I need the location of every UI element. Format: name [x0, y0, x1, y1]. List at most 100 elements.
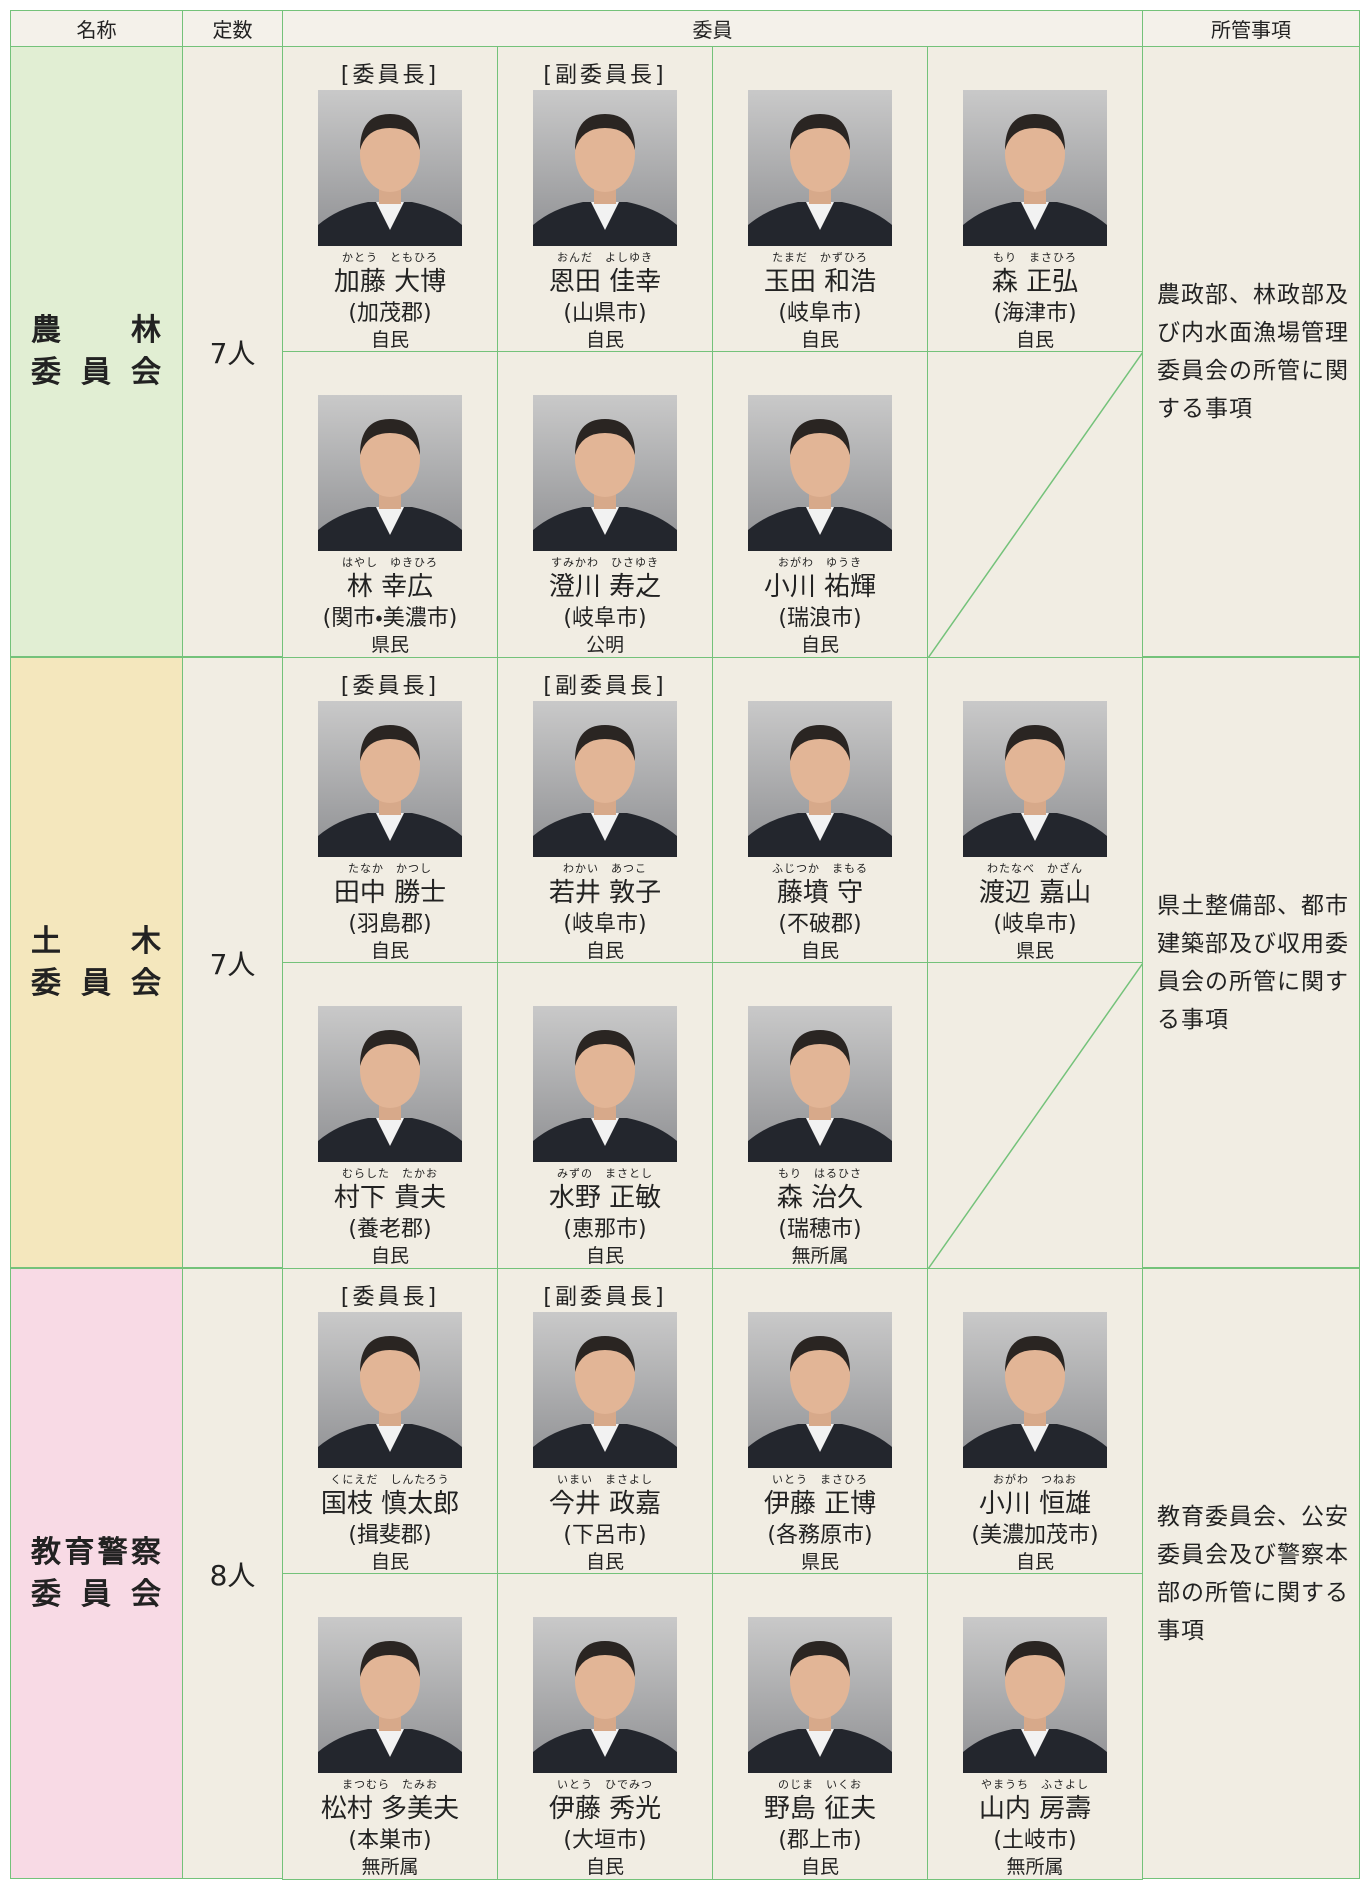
portrait-photo [533, 1617, 677, 1773]
member-furigana: おがわ つねお [993, 1473, 1077, 1486]
member-furigana: すみかわ ひさゆき [551, 556, 659, 569]
member-cell: おがわ つねお小川 恒雄 (美濃加茂市) 自民 [927, 1268, 1143, 1574]
committee-name: 農林委員会 [10, 46, 183, 657]
diagonal-line [928, 352, 1143, 658]
member-district: (加茂郡) [348, 301, 432, 326]
member-furigana: いとう ひでみつ [557, 1778, 653, 1791]
portrait-photo [533, 1006, 677, 1162]
member-cell: みずの まさとし水野 正敏 (恵那市) 自民 [497, 962, 713, 1269]
committee-name-line: 委員会 [31, 354, 161, 390]
committee-name-line: 委員会 [31, 965, 161, 1001]
member-name: 伊藤 秀光 [548, 1794, 662, 1824]
member-district: (美濃加茂市) [971, 1523, 1099, 1548]
portrait-photo [748, 701, 892, 857]
portrait-photo [533, 90, 677, 246]
header-name: 名称 [10, 10, 183, 47]
portrait-photo [318, 1617, 462, 1773]
committee-jurisdiction: 県土整備部、都市建築部及び収用委員会の所管に関する事項 [1142, 657, 1360, 1268]
member-name: 村下 貴夫 [333, 1183, 447, 1213]
header-count: 定数 [182, 10, 283, 47]
committee-name: 教育警察委員会 [10, 1268, 183, 1879]
portrait-photo [963, 1312, 1107, 1468]
member-name: 伊藤 正博 [763, 1489, 877, 1519]
member-furigana: いとう まさひろ [772, 1473, 868, 1486]
committee-count: 7人 [182, 657, 283, 1268]
member-name: 林 幸広 [346, 572, 434, 602]
member-furigana: やまうち ふさよし [981, 1778, 1089, 1791]
member-cell: わたなべ かざん 渡辺 嘉山 (岐阜市) 県民 [927, 657, 1143, 963]
member-furigana: かとう ともひろ [342, 251, 438, 264]
portrait-photo [533, 395, 677, 551]
portrait-photo [748, 90, 892, 246]
empty-cell [927, 962, 1143, 1269]
member-district: (養老郡) [348, 1217, 432, 1242]
empty-cell [927, 351, 1143, 658]
member-furigana: くにえだ しんたろう [330, 1473, 450, 1486]
member-cell: [副委員長] わかい あつこ 若井 敦子 (岐阜市) 自民 [497, 657, 713, 963]
member-furigana: いまい まさよし [557, 1473, 653, 1486]
member-district: (恵那市) [563, 1217, 647, 1242]
member-name: 水野 正敏 [548, 1183, 662, 1213]
diagonal-line [928, 963, 1143, 1269]
header-jurisdiction: 所管事項 [1142, 10, 1360, 47]
member-furigana: わたなべ かざん [987, 862, 1083, 875]
member-name: 今井 政嘉 [548, 1489, 662, 1519]
member-name: 藤墳 守 [776, 878, 864, 908]
member-district: (岐阜市) [778, 301, 862, 326]
member-cell: [副委員長] いまい まさよし 今井 政嘉 (下呂市) 自民 [497, 1268, 713, 1574]
member-furigana: もり はるひさ [778, 1167, 862, 1180]
member-cell: のじま いくお野島 征夫 (郡上市) 自民 [712, 1573, 928, 1880]
member-district: (各務原市) [767, 1523, 873, 1548]
member-party: 自民 [1015, 1551, 1054, 1573]
member-furigana: もり まさひろ [993, 251, 1077, 264]
member-name: 渡辺 嘉山 [978, 878, 1092, 908]
member-party: 県民 [370, 634, 409, 656]
portrait-photo [533, 701, 677, 857]
member-name: 田中 勝士 [333, 878, 447, 908]
member-cell: まつむら たみお 松村 多美夫 (本巣市) 無所属 [282, 1573, 498, 1880]
member-furigana: たなか かつし [348, 862, 432, 875]
committee-name-line: 委員会 [31, 1576, 161, 1612]
member-furigana: のじま いくお [778, 1778, 862, 1791]
committee-name: 土木委員会 [10, 657, 183, 1268]
portrait-photo [318, 90, 462, 246]
member-name: 野島 征夫 [763, 1794, 877, 1824]
member-district: (本巣市) [348, 1828, 432, 1853]
committee-jurisdiction: 教育委員会、公安委員会及び警察本部の所管に関する事項 [1142, 1268, 1360, 1879]
member-name: 恩田 佳幸 [548, 267, 662, 297]
member-party: 無所属 [1006, 1856, 1064, 1878]
committee-count: 8人 [182, 1268, 283, 1879]
member-party: 無所属 [791, 1245, 849, 1267]
member-party: 県民 [800, 1551, 839, 1573]
member-party: 自民 [800, 1856, 839, 1878]
member-cell: たまだ かずひろ 玉田 和浩 (岐阜市) 自民 [712, 46, 928, 352]
member-party: 県民 [1015, 940, 1054, 962]
member-district: (郡上市) [778, 1828, 862, 1853]
member-district: (揖斐郡) [348, 1523, 432, 1548]
portrait-photo [963, 90, 1107, 246]
member-cell: [委員長] くにえだ しんたろう 国枝 慎太郎 (揖斐郡) 自民 [282, 1268, 498, 1574]
member-party: 自民 [585, 1245, 624, 1267]
member-district: (岐阜市) [563, 912, 647, 937]
member-name: 若井 敦子 [548, 878, 662, 908]
member-cell: むらした たかお 村下 貴夫 (養老郡) 自民 [282, 962, 498, 1269]
member-furigana: みずの まさとし [557, 1167, 653, 1180]
member-cell: すみかわ ひさゆき 澄川 寿之 (岐阜市) 公明 [497, 351, 713, 658]
portrait-photo [748, 1006, 892, 1162]
member-district: (大垣市) [563, 1828, 647, 1853]
member-name: 国枝 慎太郎 [320, 1489, 460, 1519]
member-name: 山内 房壽 [978, 1794, 1092, 1824]
committee-name-line: 教育警察 [31, 1534, 161, 1570]
member-role: [副委員長] [543, 1285, 667, 1310]
member-furigana: わかい あつこ [563, 862, 647, 875]
member-role: [副委員長] [543, 63, 667, 88]
member-party: 自民 [585, 940, 624, 962]
member-cell: はやし ゆきひろ林 幸広 (関市・美濃市) 県民 [282, 351, 498, 658]
member-party: 公明 [585, 634, 624, 656]
member-cell: いとう まさひろ伊藤 正博 (各務原市) 県民 [712, 1268, 928, 1574]
member-party: 自民 [370, 329, 409, 351]
member-furigana: たまだ かずひろ [772, 251, 868, 264]
member-name: 森 治久 [776, 1183, 864, 1213]
member-name: 小川 恒雄 [978, 1489, 1092, 1519]
portrait-photo [748, 1312, 892, 1468]
